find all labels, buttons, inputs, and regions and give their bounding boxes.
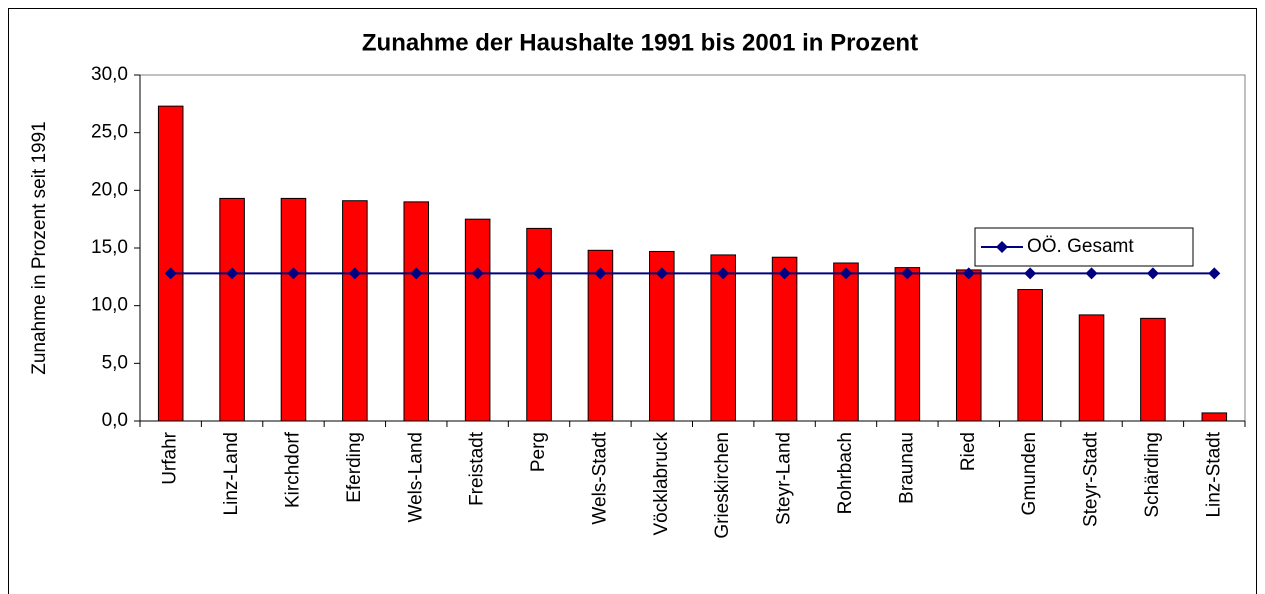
x-tick-label: Perg [528,432,549,472]
marker [1024,267,1037,280]
bar [403,201,430,422]
x-tick-label: Freistadt [467,431,488,506]
bar [157,105,184,422]
bar [771,256,798,422]
x-tick-label: Rohrbach [835,432,856,514]
x-tick-label: Grieskirchen [712,432,733,539]
x-tick-label: Steyr-Stadt [1081,431,1102,527]
x-tick-label: Kirchdorf [282,431,303,508]
marker [655,267,668,280]
bar [526,227,552,422]
x-tick-label: Gmunden [1019,432,1040,515]
x-tick-label: Steyr-Land [774,432,795,525]
marker [533,267,546,280]
y-tick-label: 0,0 [102,410,128,431]
legend-marker [996,241,1008,253]
bar [894,267,921,422]
bar [833,262,859,422]
y-tick-label: 5,0 [102,352,128,373]
marker [287,267,300,280]
marker [901,267,914,280]
y-tick-label: 30,0 [91,64,128,85]
marker [410,267,423,280]
bar [342,200,368,422]
marker [594,267,607,280]
x-tick-label: Schärding [1142,432,1163,518]
bar [710,254,736,422]
marker [1208,267,1221,280]
marker [471,267,484,280]
x-tick-label: Braunau [896,432,917,504]
marker [778,267,791,280]
bar [1078,314,1105,422]
marker [348,267,361,280]
bar [649,250,675,422]
marker [226,267,239,280]
bar [219,197,245,422]
marker [717,267,730,280]
bar [464,218,491,422]
x-tick-label: Ried [958,432,979,471]
marker [839,267,852,280]
legend-label: OÖ. Gesamt [1027,236,1134,257]
x-tick-label: Vöcklabruck [651,432,672,536]
y-tick-label: 25,0 [91,122,128,143]
y-tick-label: 20,0 [91,179,128,200]
y-tick-label: 10,0 [91,295,128,316]
x-tick-label: Urfahr [160,431,181,484]
bar [1140,317,1166,422]
bar [955,269,982,422]
x-tick-label: Linz-Stadt [1203,431,1224,517]
marker [1085,267,1098,280]
y-axis-label: Zunahme in Prozent seit 1991 [29,121,50,375]
x-tick-label: Linz-Land [221,432,242,515]
y-tick-label: 15,0 [91,237,128,258]
bar [280,197,307,422]
marker [1146,267,1159,280]
chart-title: Zunahme der Haushalte 1991 bis 2001 in P… [362,29,918,56]
x-tick-label: Wels-Stadt [589,431,610,524]
x-tick-label: Wels-Land [405,432,426,522]
bar [1201,412,1228,422]
marker [164,267,177,280]
x-tick-label: Eferding [344,432,365,503]
bar [1017,289,1043,422]
marker [962,267,975,280]
